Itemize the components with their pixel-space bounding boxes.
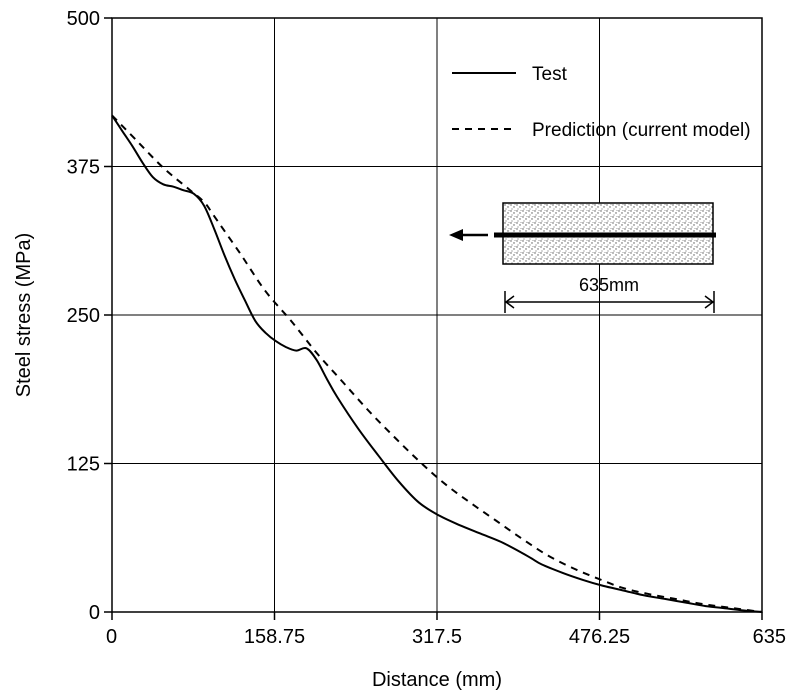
y-axis-title: Steel stress (MPa) (13, 233, 35, 397)
legend-prediction-label: Prediction (current model) (532, 120, 751, 141)
dimension-arrow-right (704, 295, 715, 309)
y-tick-label: 500 (67, 8, 100, 30)
dimension-label: 635mm (579, 275, 639, 295)
y-tick-label: 375 (67, 157, 100, 179)
axis-ticks: 0 125 250 375 500 0 158.75 317.5 476.25 635 (67, 8, 786, 648)
x-axis-title: Distance (mm) (372, 669, 502, 691)
x-tick-label: 476.25 (569, 626, 630, 648)
x-tick-label: 0 (106, 626, 117, 648)
grid-lines (112, 18, 762, 612)
legend-test-label: Test (532, 64, 568, 85)
y-tick-label: 125 (67, 454, 100, 476)
series-group (111, 114, 763, 613)
pull-arrow-head (449, 229, 463, 241)
x-tick-label: 635 (753, 626, 786, 648)
legend: Test Prediction (current model) (452, 64, 751, 141)
x-tick-label: 317.5 (412, 626, 462, 648)
dimension-arrow-left (504, 295, 515, 309)
series-prediction-line (111, 114, 763, 613)
specimen-inset: 635mm (449, 202, 716, 313)
y-tick-label: 0 (89, 602, 100, 624)
y-tick-label: 250 (67, 305, 100, 327)
series-test-line (111, 114, 763, 613)
x-tick-label: 158.75 (244, 626, 305, 648)
